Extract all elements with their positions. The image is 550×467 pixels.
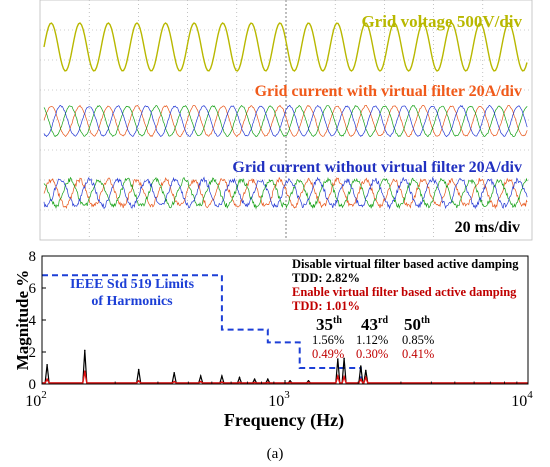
spectrum-point bbox=[365, 377, 367, 379]
spectrum-point bbox=[337, 375, 339, 377]
harmonic-order: 35 bbox=[316, 315, 333, 334]
spectrum-point bbox=[84, 370, 86, 372]
spectrum-point bbox=[360, 365, 362, 367]
spectrum-point bbox=[173, 381, 175, 383]
spectrum-point bbox=[221, 381, 223, 383]
spectrum-point bbox=[200, 375, 202, 377]
spectrum-point bbox=[308, 382, 310, 384]
spectrum-chart: 02468102 103 104 Magnitude % Frequency (Hz… bbox=[13, 249, 533, 431]
x-tick-exp: 3 bbox=[284, 389, 290, 401]
spectrum-point bbox=[360, 378, 362, 380]
spectrum-point bbox=[200, 381, 202, 383]
harmonic-enabled-value: 0.49% bbox=[312, 347, 344, 361]
spectrum-point bbox=[46, 364, 48, 366]
spectrum-point bbox=[221, 375, 223, 377]
spectrum-point bbox=[173, 372, 175, 374]
harmonic-suffix: th bbox=[421, 315, 430, 326]
spectrum-point bbox=[46, 378, 48, 380]
harmonic-disabled-value: 0.85% bbox=[402, 333, 434, 347]
spectrum-point bbox=[138, 380, 140, 382]
harmonic-enabled-value: 0.41% bbox=[402, 347, 434, 361]
oscilloscope-panel: Grid voltage 500V/div Grid current with … bbox=[40, 0, 532, 240]
disabled-tdd: TDD: 2.82% bbox=[292, 271, 360, 285]
harmonic-suffix: rd bbox=[378, 315, 388, 326]
spectrum-point bbox=[138, 369, 140, 371]
x-tick-exp: 2 bbox=[41, 389, 47, 401]
spectrum-point bbox=[239, 382, 241, 384]
harmonic-order: 50 bbox=[404, 315, 421, 334]
y-tick-label: 8 bbox=[29, 249, 37, 265]
spectrum-point bbox=[267, 382, 269, 384]
x-axis-label: Frequency (Hz) bbox=[224, 410, 344, 431]
x-tick-base: 10 bbox=[268, 393, 284, 410]
figure-caption: (a) bbox=[267, 446, 284, 462]
harmonic-disabled-value: 1.12% bbox=[356, 333, 388, 347]
harmonic-table: 35th 1.56% 0.49% 43rd 1.12% 0.30% 50th 0… bbox=[312, 315, 434, 361]
timebase-label: 20 ms/div bbox=[455, 219, 520, 236]
spectrum-point bbox=[267, 378, 269, 380]
harmonic-50: 50th 0.85% 0.41% bbox=[402, 315, 434, 361]
y-axis-label: Magnitude % bbox=[13, 270, 32, 371]
harmonic-43: 43rd 1.12% 0.30% bbox=[356, 315, 388, 361]
spectrum-point bbox=[254, 378, 256, 380]
spectrum-point bbox=[343, 376, 345, 378]
ieee-label-line1: IEEE Std 519 Limits bbox=[70, 277, 195, 292]
spectrum-point bbox=[84, 350, 86, 352]
enabled-title: Enable virtual filter based active dampi… bbox=[292, 285, 517, 299]
ieee-label-line2: of Harmonics bbox=[91, 294, 173, 309]
x-tick-label: 103 bbox=[268, 389, 290, 410]
spectrum-point bbox=[239, 377, 241, 379]
x-tick-base: 10 bbox=[511, 393, 527, 410]
enabled-tdd: TDD: 1.01% bbox=[292, 299, 360, 313]
x-tick-label: 102 bbox=[25, 389, 47, 410]
harmonic-disabled-value: 1.56% bbox=[312, 333, 344, 347]
spectrum-point bbox=[365, 370, 367, 372]
x-tick-base: 10 bbox=[25, 393, 41, 410]
disabled-title: Disable virtual filter based active damp… bbox=[292, 257, 519, 271]
x-tick-exp: 4 bbox=[527, 389, 533, 401]
spectrum-point bbox=[289, 380, 291, 382]
harmonic-enabled-value: 0.30% bbox=[356, 347, 388, 361]
x-tick-label: 104 bbox=[511, 389, 533, 410]
harmonic-suffix: th bbox=[333, 315, 342, 326]
harmonic-35: 35th 1.56% 0.49% bbox=[312, 315, 344, 361]
with-filter-label: Grid current with virtual filter 20A/div bbox=[255, 83, 522, 100]
y-tick-label: 0 bbox=[29, 377, 37, 393]
harmonic-order: 43 bbox=[361, 315, 378, 334]
spectrum-point bbox=[254, 382, 256, 384]
voltage-label: Grid voltage 500V/div bbox=[361, 12, 522, 31]
without-filter-label: Grid current without virtual filter 20A/… bbox=[232, 159, 522, 176]
spectrum-point bbox=[308, 380, 310, 382]
spectrum-point bbox=[289, 382, 291, 384]
